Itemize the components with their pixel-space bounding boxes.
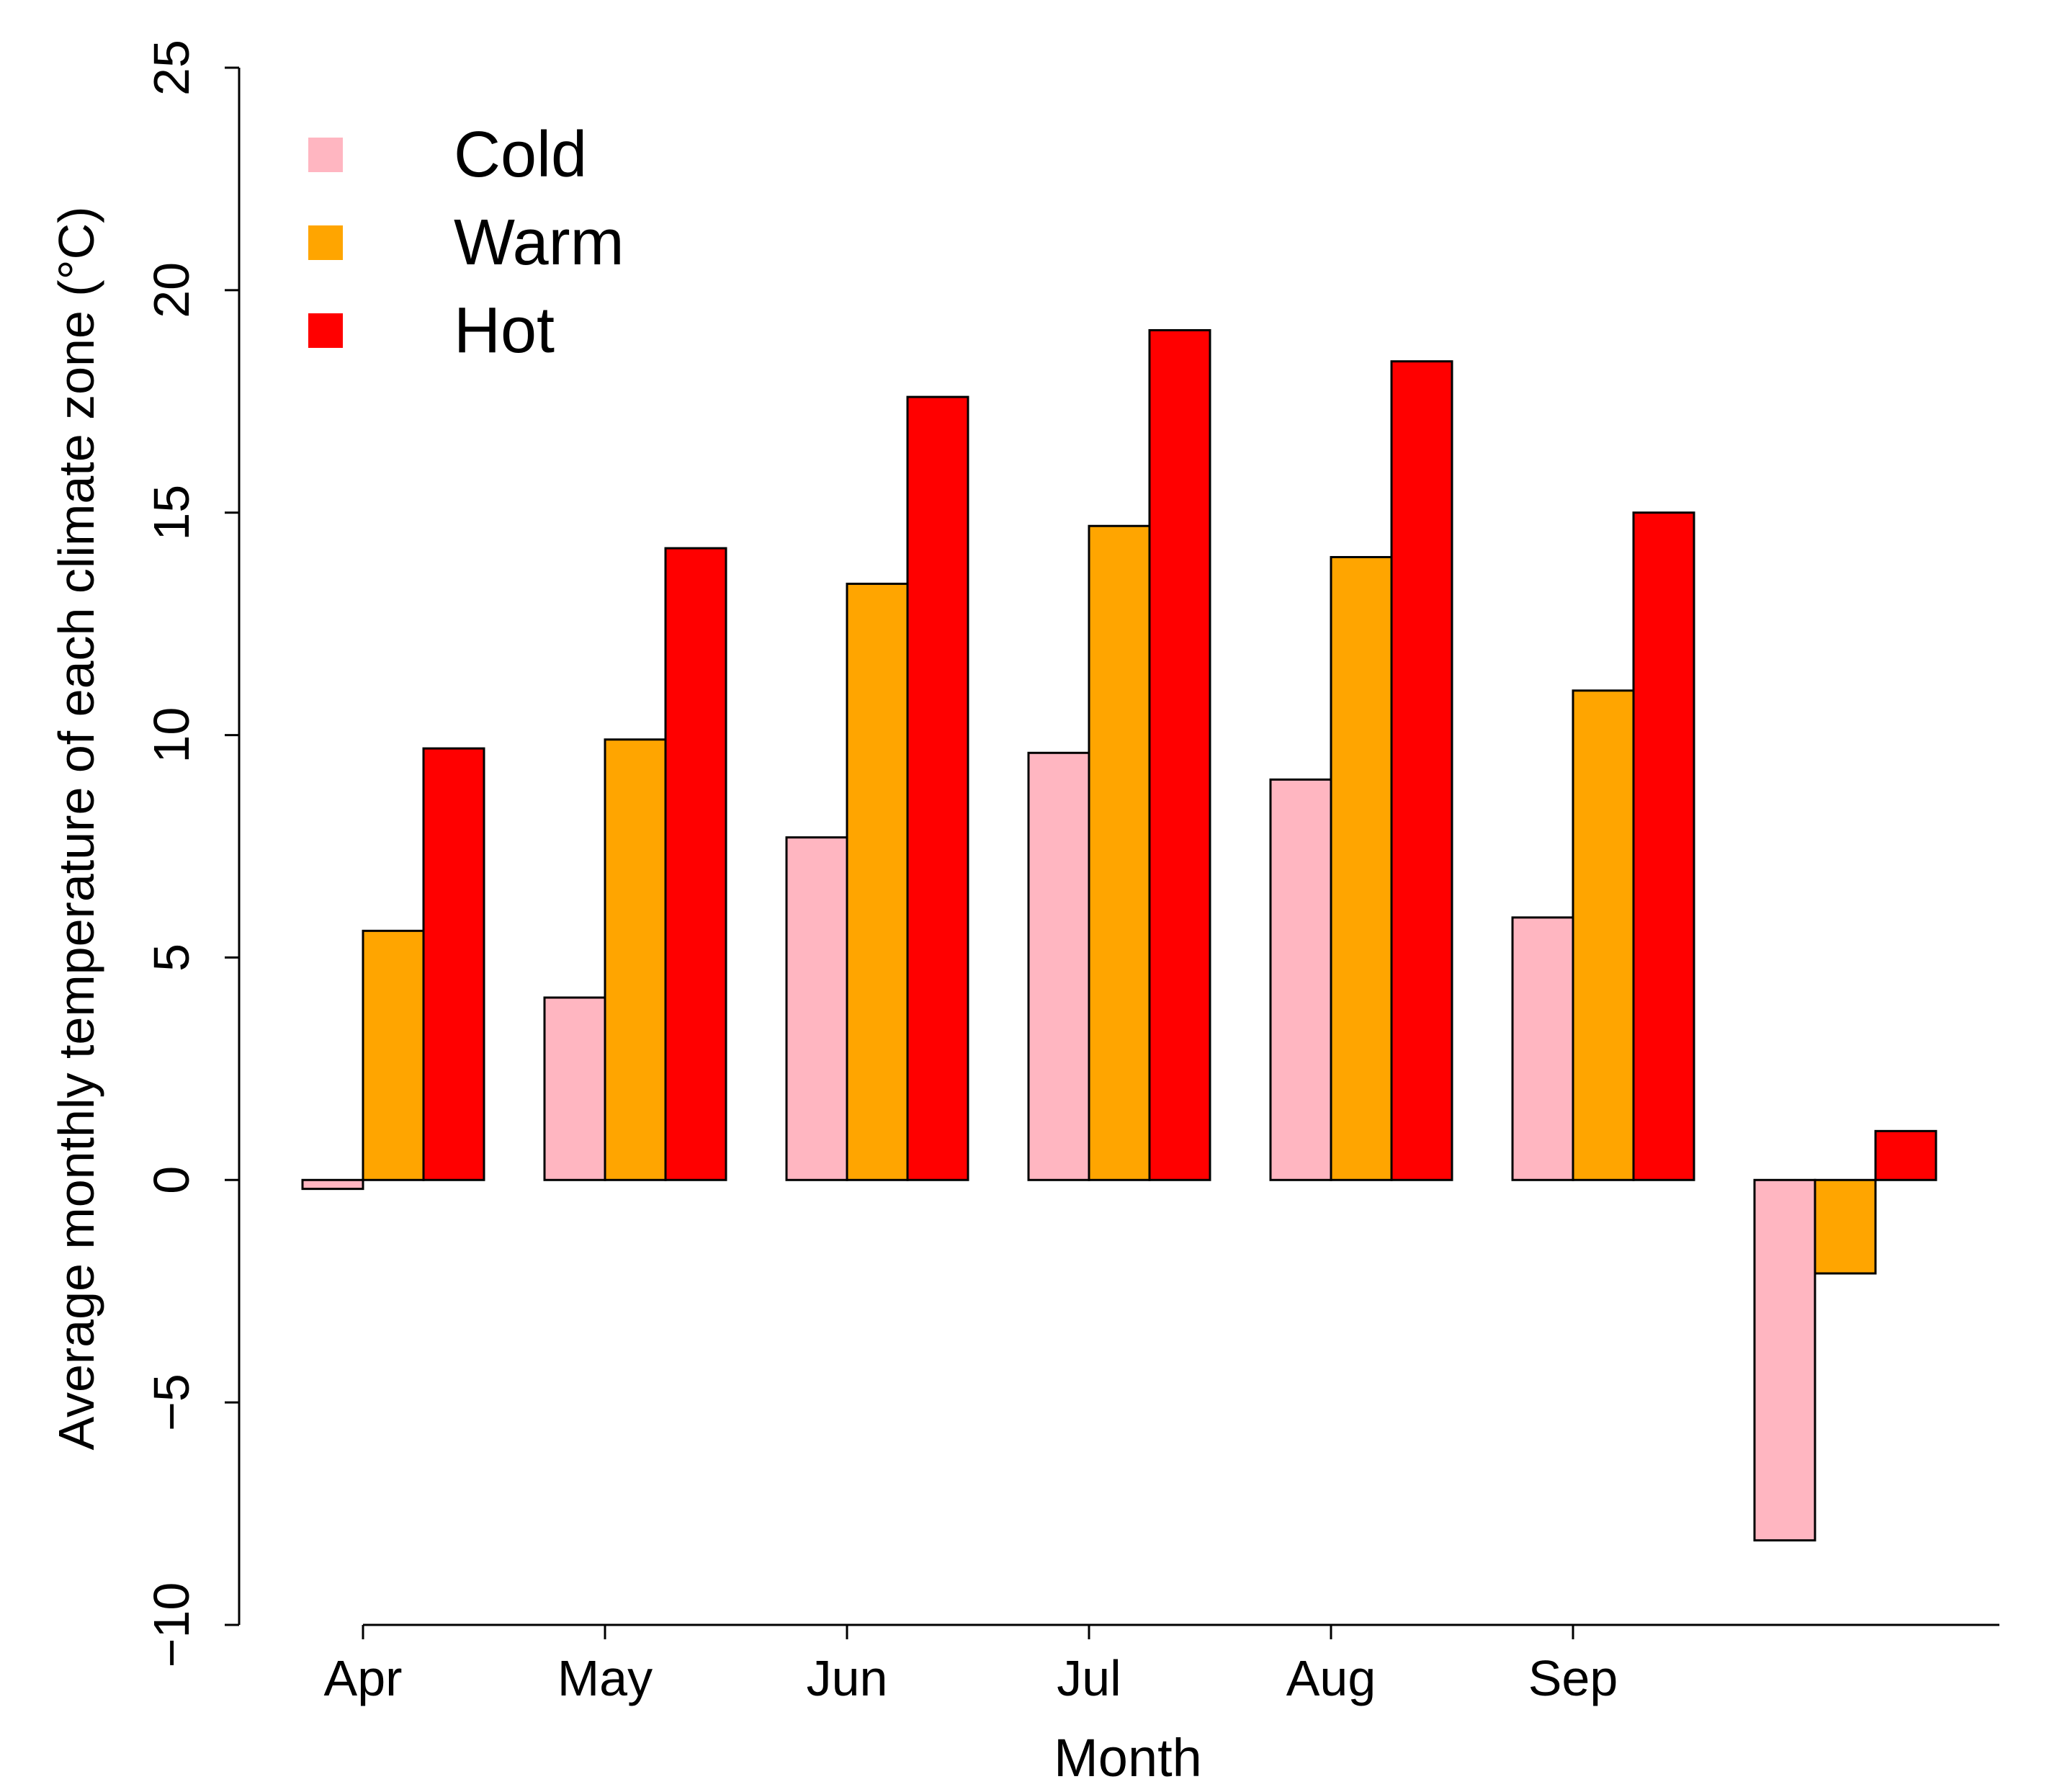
- bar-cold: [301, 1178, 364, 1191]
- x-tick-label-aug: Aug: [1286, 1650, 1376, 1706]
- y-tick-label: 5: [143, 944, 200, 972]
- y-axis: −10 −5 0 5 10 15 20 25: [143, 40, 241, 1668]
- bar-warm: [1088, 524, 1151, 1181]
- legend-label-hot: Hot: [454, 295, 555, 367]
- legend-label-cold: Cold: [454, 119, 587, 191]
- x-tick-label-sep: Sep: [1528, 1650, 1618, 1706]
- bar-hot: [1632, 511, 1695, 1181]
- bar-cold: [785, 836, 848, 1181]
- bar-cold: [543, 996, 606, 1181]
- bar-warm: [846, 583, 909, 1181]
- bar-warm: [1572, 689, 1635, 1181]
- x-axis-label: Month: [1054, 1728, 1202, 1788]
- y-axis-label: Average monthly temperature of each clim…: [48, 207, 104, 1451]
- y-tick-label: 10: [143, 707, 200, 763]
- bar-cold: [1269, 778, 1332, 1181]
- y-tick-label: 25: [143, 40, 200, 96]
- legend-swatch-warm: [308, 225, 343, 260]
- legend-swatch-cold: [308, 138, 343, 172]
- x-tick-label-jun: Jun: [807, 1650, 888, 1706]
- legend: Cold Warm Hot: [308, 119, 624, 367]
- bar-hot: [906, 395, 969, 1181]
- legend-label-warm: Warm: [454, 207, 624, 279]
- bar-hot: [1874, 1129, 1937, 1181]
- y-tick-label: 15: [143, 485, 200, 541]
- bar-cold: [1511, 916, 1574, 1181]
- y-tick-label: −10: [143, 1582, 200, 1668]
- bar-warm: [362, 929, 425, 1181]
- x-tick-label-may: May: [557, 1650, 653, 1706]
- x-tick-label-jul: Jul: [1057, 1650, 1121, 1706]
- y-tick-label: 0: [143, 1166, 200, 1194]
- bar-warm: [604, 738, 667, 1181]
- bar-hot: [422, 747, 485, 1181]
- bar-warm: [1814, 1178, 1877, 1275]
- x-axis: Apr May Jun Jul Aug Sep: [324, 1623, 1999, 1706]
- x-tick-label-apr: Apr: [324, 1650, 403, 1706]
- y-tick-label: 20: [143, 262, 200, 318]
- bar-hot: [664, 547, 727, 1181]
- bar-hot: [1148, 328, 1211, 1181]
- y-tick-label: −5: [143, 1374, 200, 1431]
- bars: [301, 328, 1937, 1542]
- legend-swatch-hot: [308, 313, 343, 348]
- bar-hot: [1390, 360, 1453, 1181]
- bar-cold: [1753, 1178, 1816, 1542]
- bar-cold: [1027, 751, 1090, 1181]
- bar-warm: [1330, 555, 1393, 1181]
